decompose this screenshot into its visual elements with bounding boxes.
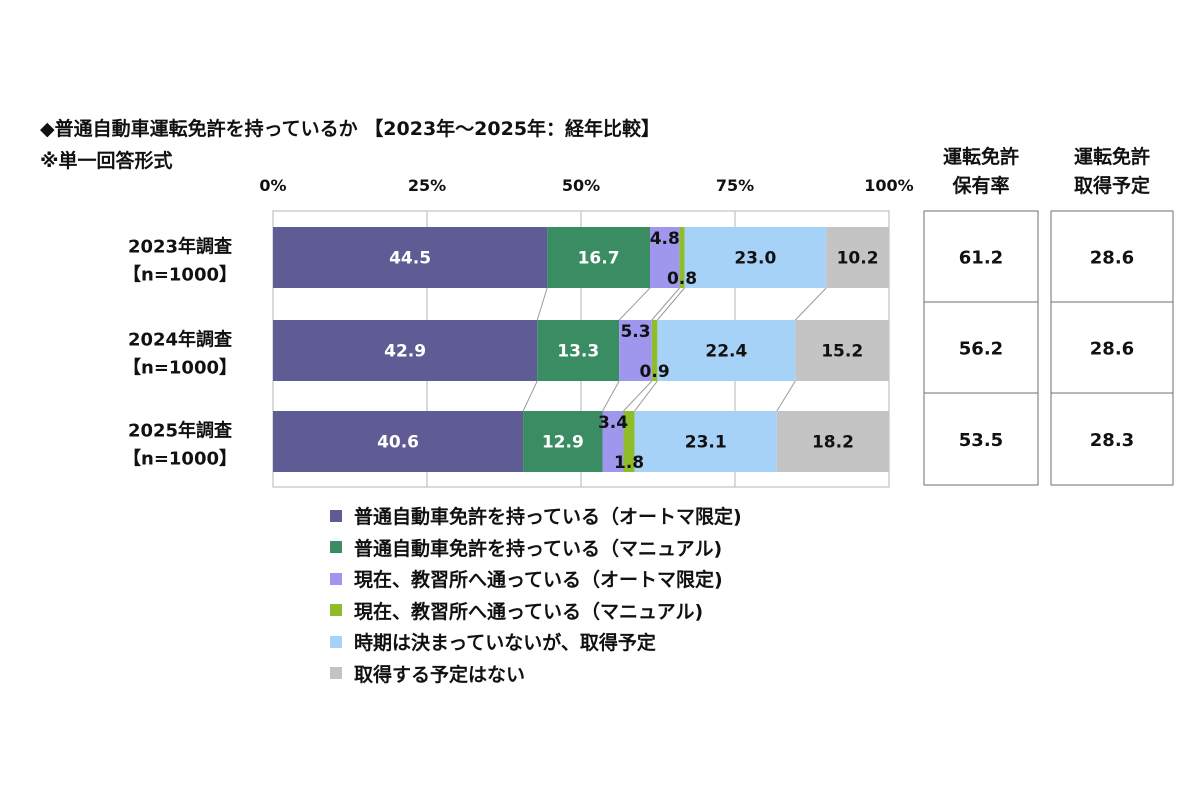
x-tick-label: 0% (259, 176, 286, 195)
table-value: 53.5 (959, 430, 1003, 451)
legend-swatch (330, 541, 342, 554)
bar-segment (273, 320, 538, 381)
data-label: 1.8 (614, 453, 644, 473)
x-tick-label: 25% (408, 176, 446, 195)
category-label: 【n=1000】 (123, 358, 237, 379)
bar-segment (273, 227, 548, 288)
table-value: 28.6 (1090, 339, 1134, 360)
legend-item: 時期は決まっていないが、取得予定 (330, 626, 742, 658)
legend-swatch (330, 635, 342, 648)
bar-segment (684, 227, 827, 288)
table-cell (1050, 301, 1174, 394)
series-connector-line (618, 287, 651, 321)
legend-label: 現在、教習所へ通っている（マニュアル) (354, 600, 704, 623)
data-label: 40.6 (377, 433, 419, 453)
bar-segment (537, 320, 620, 381)
legend-label: 普通自動車免許を持っている（マニュアル) (354, 537, 723, 560)
bar-segment (623, 411, 635, 472)
category-label: 【n=1000】 (123, 265, 237, 286)
series-connector-line (651, 287, 680, 321)
category-label: 【n=1000】 (123, 449, 237, 470)
data-label: 0.8 (667, 269, 697, 289)
table-cell (1050, 210, 1174, 303)
table-cell (923, 301, 1039, 394)
bar-segment (523, 411, 603, 472)
data-label: 10.2 (837, 249, 879, 269)
chart-title: ◆普通自動車運転免許を持っているか 【2023年～2025年：経年比較】 (40, 118, 661, 140)
bar-segment (776, 411, 889, 472)
category-label: 2024年調査 (128, 329, 232, 351)
legend-label: 時期は決まっていないが、取得予定 (354, 632, 656, 655)
table-header: 運転免許 (943, 145, 1019, 168)
data-label: 23.1 (685, 433, 727, 453)
data-label: 5.3 (620, 322, 650, 342)
legend-swatch (330, 572, 342, 585)
data-label: 4.8 (650, 229, 680, 249)
data-label: 3.4 (598, 413, 628, 433)
series-connector-line (522, 380, 538, 412)
x-tick-label: 50% (562, 176, 600, 195)
series-connector-line (602, 380, 620, 412)
table-header: 運転免許 (1074, 145, 1150, 168)
series-connector-line (536, 287, 548, 321)
bar-segment (619, 320, 652, 381)
data-label: 42.9 (384, 342, 426, 362)
chart-subtitle: ※単一回答形式 (40, 150, 173, 172)
data-label: 16.7 (578, 249, 620, 269)
legend-label: 取得する予定はない (354, 663, 526, 686)
data-label: 13.3 (557, 342, 599, 362)
bar-segment (651, 320, 658, 381)
table-cell (1050, 392, 1174, 486)
legend-item: 普通自動車免許を持っている（マニュアル) (330, 532, 742, 564)
legend-item: 現在、教習所へ通っている（マニュアル) (330, 595, 742, 627)
data-label: 22.4 (705, 342, 747, 362)
bar-segment (649, 227, 680, 288)
table-value: 61.2 (959, 248, 1003, 269)
table-value: 56.2 (959, 339, 1003, 360)
series-connector-line (795, 287, 827, 321)
category-label: 2025年調査 (128, 420, 232, 442)
data-label: 23.0 (734, 249, 776, 269)
table-cell (923, 392, 1039, 486)
legend-swatch (330, 604, 342, 617)
bar-segment (657, 320, 796, 381)
table-value: 28.6 (1090, 248, 1134, 269)
series-connector-line (776, 380, 796, 412)
data-label: 15.2 (821, 342, 863, 362)
series-connector-line (634, 380, 658, 412)
data-label: 44.5 (389, 249, 431, 269)
bar-segment (679, 227, 685, 288)
bar-segment (826, 227, 889, 288)
category-label: 2023年調査 (128, 236, 232, 258)
table-header: 取得予定 (1074, 174, 1150, 197)
data-label: 12.9 (542, 433, 584, 453)
legend-label: 普通自動車免許を持っている（オートマ限定) (354, 506, 742, 529)
legend-swatch (330, 667, 342, 680)
table-value: 28.3 (1090, 430, 1134, 451)
bar-segment (634, 411, 777, 472)
bar-segment (547, 227, 650, 288)
bar-segment (795, 320, 889, 381)
series-connector-line (657, 287, 685, 321)
chart-legend: 普通自動車免許を持っている（オートマ限定) 普通自動車免許を持っている（マニュアル… (330, 500, 742, 689)
series-connector-line (623, 380, 653, 412)
legend-swatch (330, 509, 342, 522)
data-label: 18.2 (812, 433, 854, 453)
bar-segment (602, 411, 624, 472)
data-label: 0.9 (640, 362, 670, 382)
bar-segment (273, 411, 524, 472)
x-tick-label: 75% (716, 176, 754, 195)
table-header: 保有率 (951, 174, 1009, 197)
legend-item: 普通自動車免許を持っている（オートマ限定) (330, 500, 742, 532)
legend-label: 現在、教習所へ通っている（オートマ限定) (354, 569, 723, 592)
legend-item: 取得する予定はない (330, 658, 742, 690)
legend-item: 現在、教習所へ通っている（オートマ限定) (330, 563, 742, 595)
x-tick-label: 100% (864, 176, 913, 195)
